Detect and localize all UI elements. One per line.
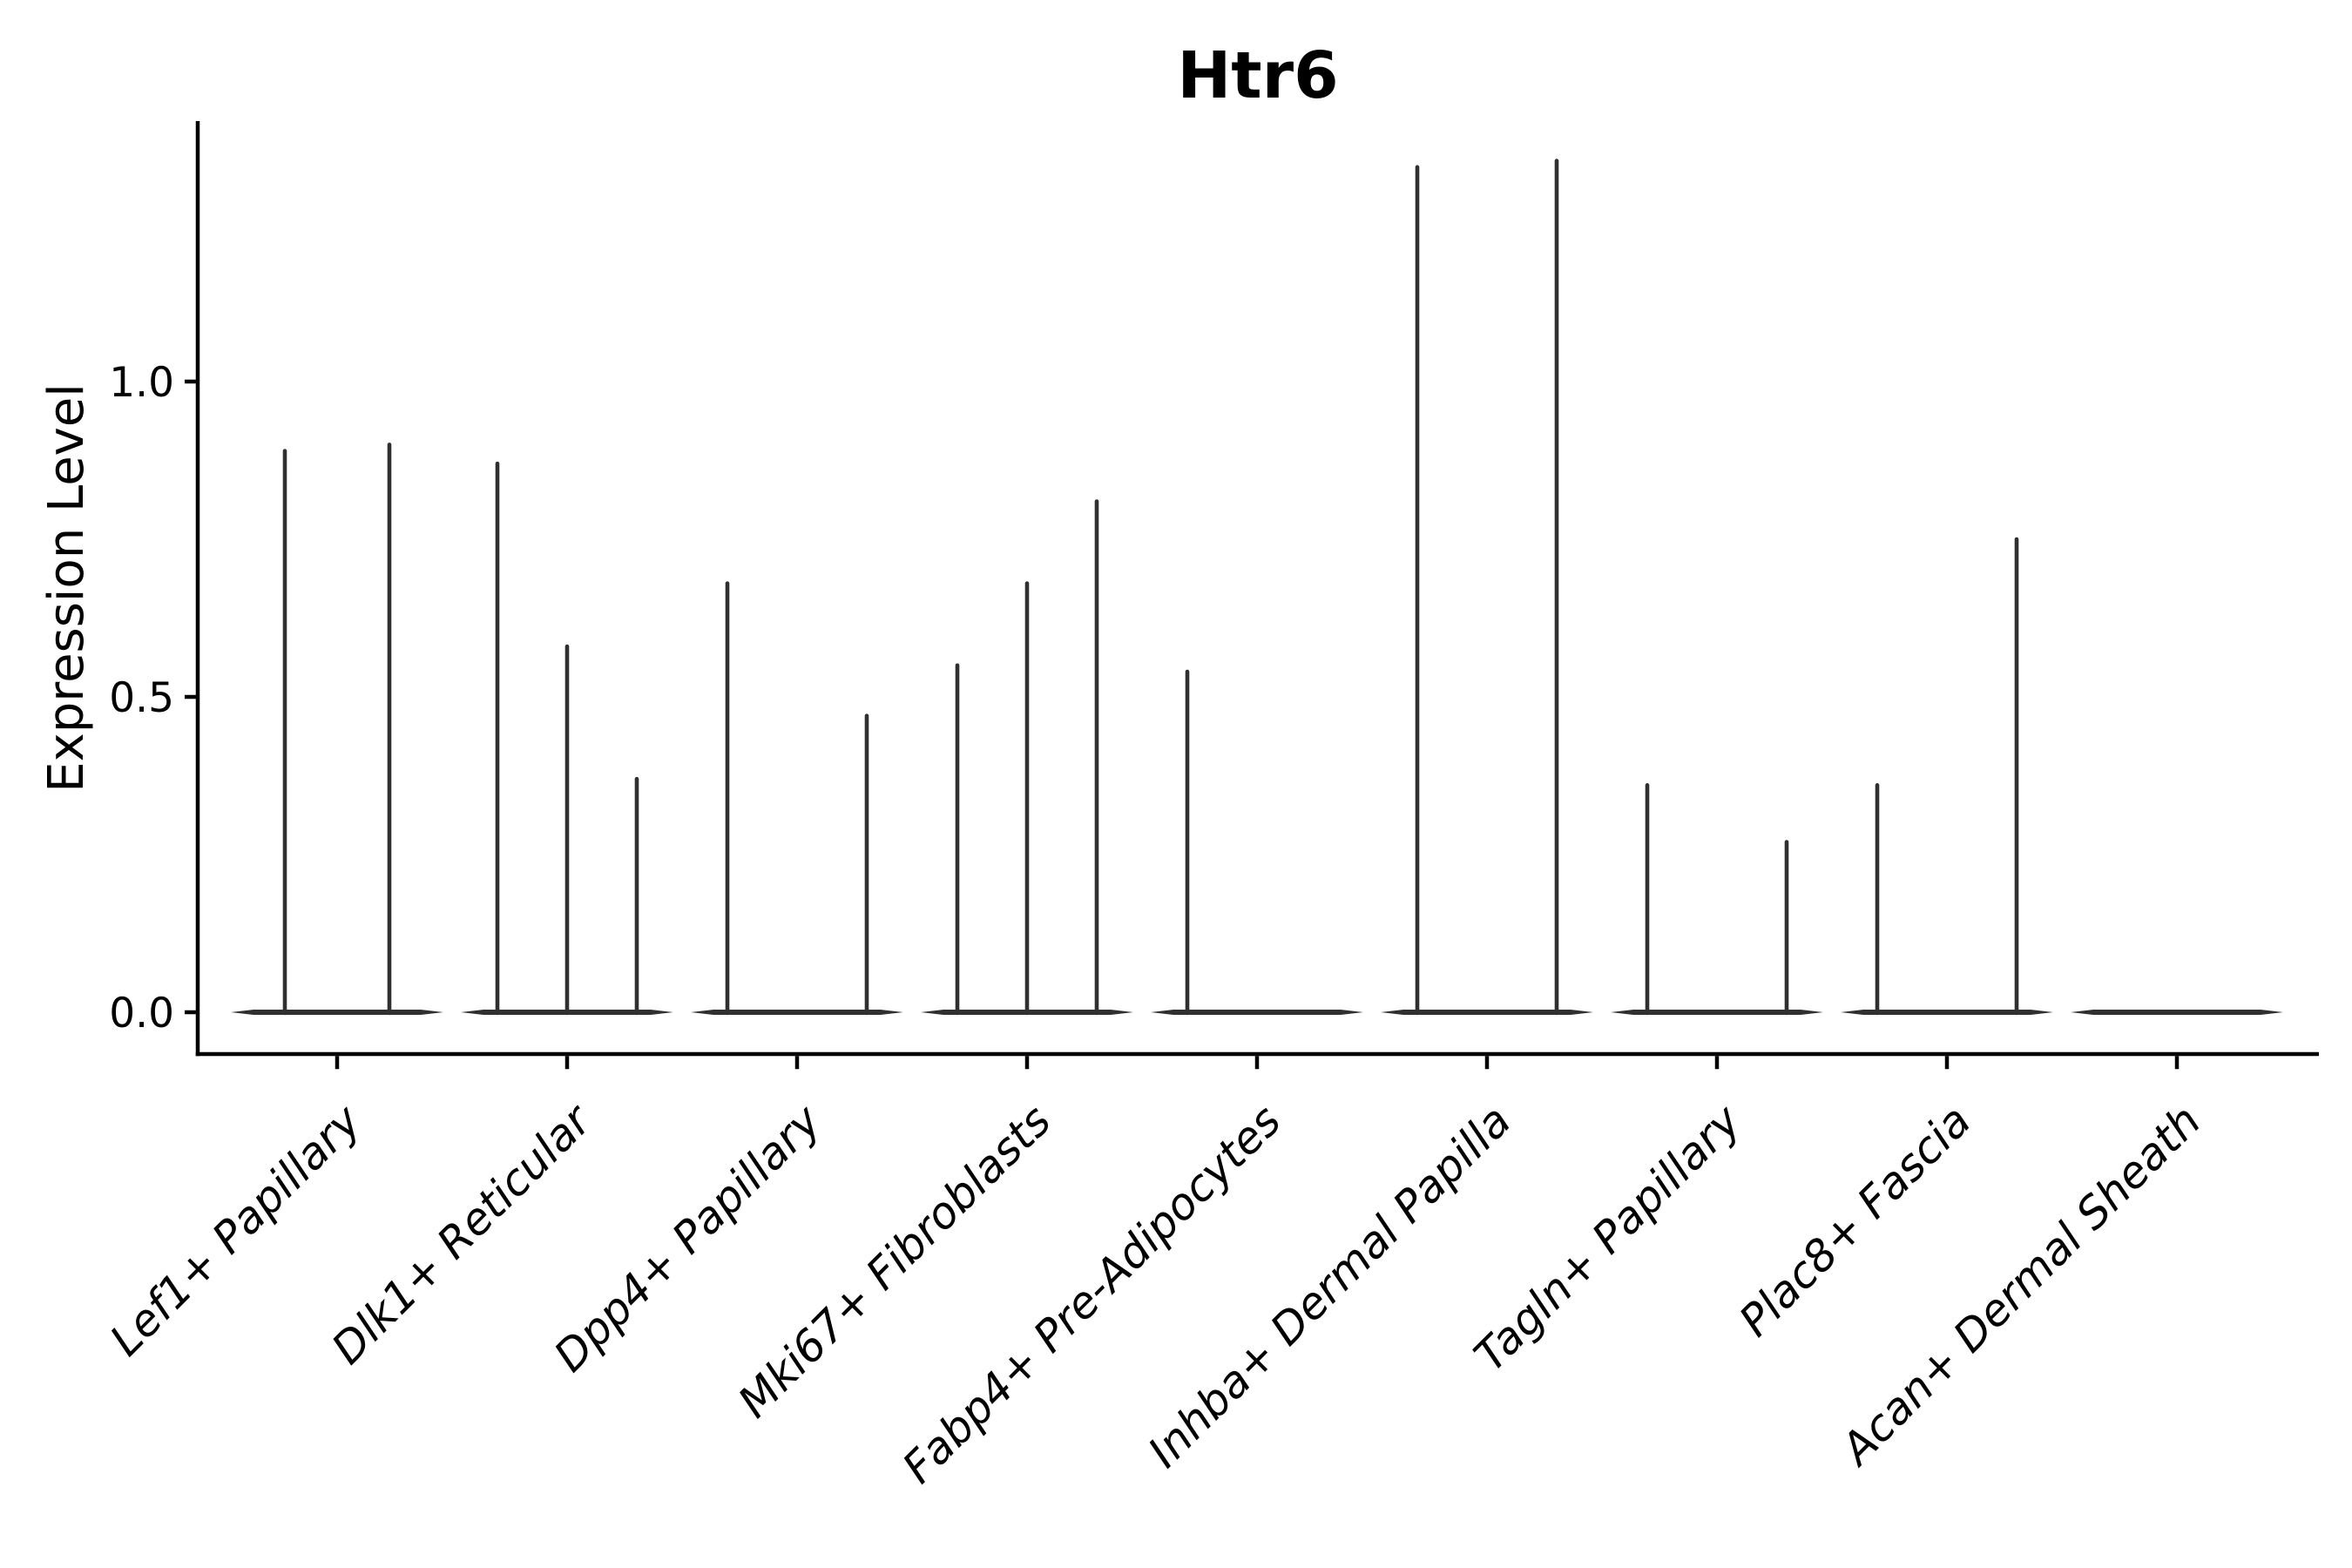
y-tick-label: 0.5	[109, 674, 174, 722]
violin-base	[2071, 1010, 2283, 1015]
x-tick-label: Plac8+ Fascia	[1730, 1095, 1981, 1346]
violin-base	[1841, 1010, 2053, 1015]
x-tick-label: Fabp4+ Pre-Adipocytes	[893, 1095, 1291, 1493]
x-tick-label: Inhba+ Dermal Papilla	[1139, 1095, 1520, 1477]
axes-group	[195, 121, 2319, 1057]
y-tick-label: 1.0	[109, 359, 174, 407]
y-axis-label: Expression Level	[38, 383, 95, 793]
violin-base	[231, 1010, 443, 1015]
violin-base	[1611, 1010, 1823, 1015]
violins-group	[231, 159, 2283, 1016]
violin-base	[1151, 1010, 1363, 1015]
violin-base	[1381, 1010, 1593, 1015]
violin-base	[691, 1010, 903, 1015]
plot-title: Htr6	[1177, 38, 1338, 113]
x-tick-label: Lef1+ Papillary	[100, 1094, 371, 1365]
y-tick-label: 0.0	[109, 990, 174, 1037]
